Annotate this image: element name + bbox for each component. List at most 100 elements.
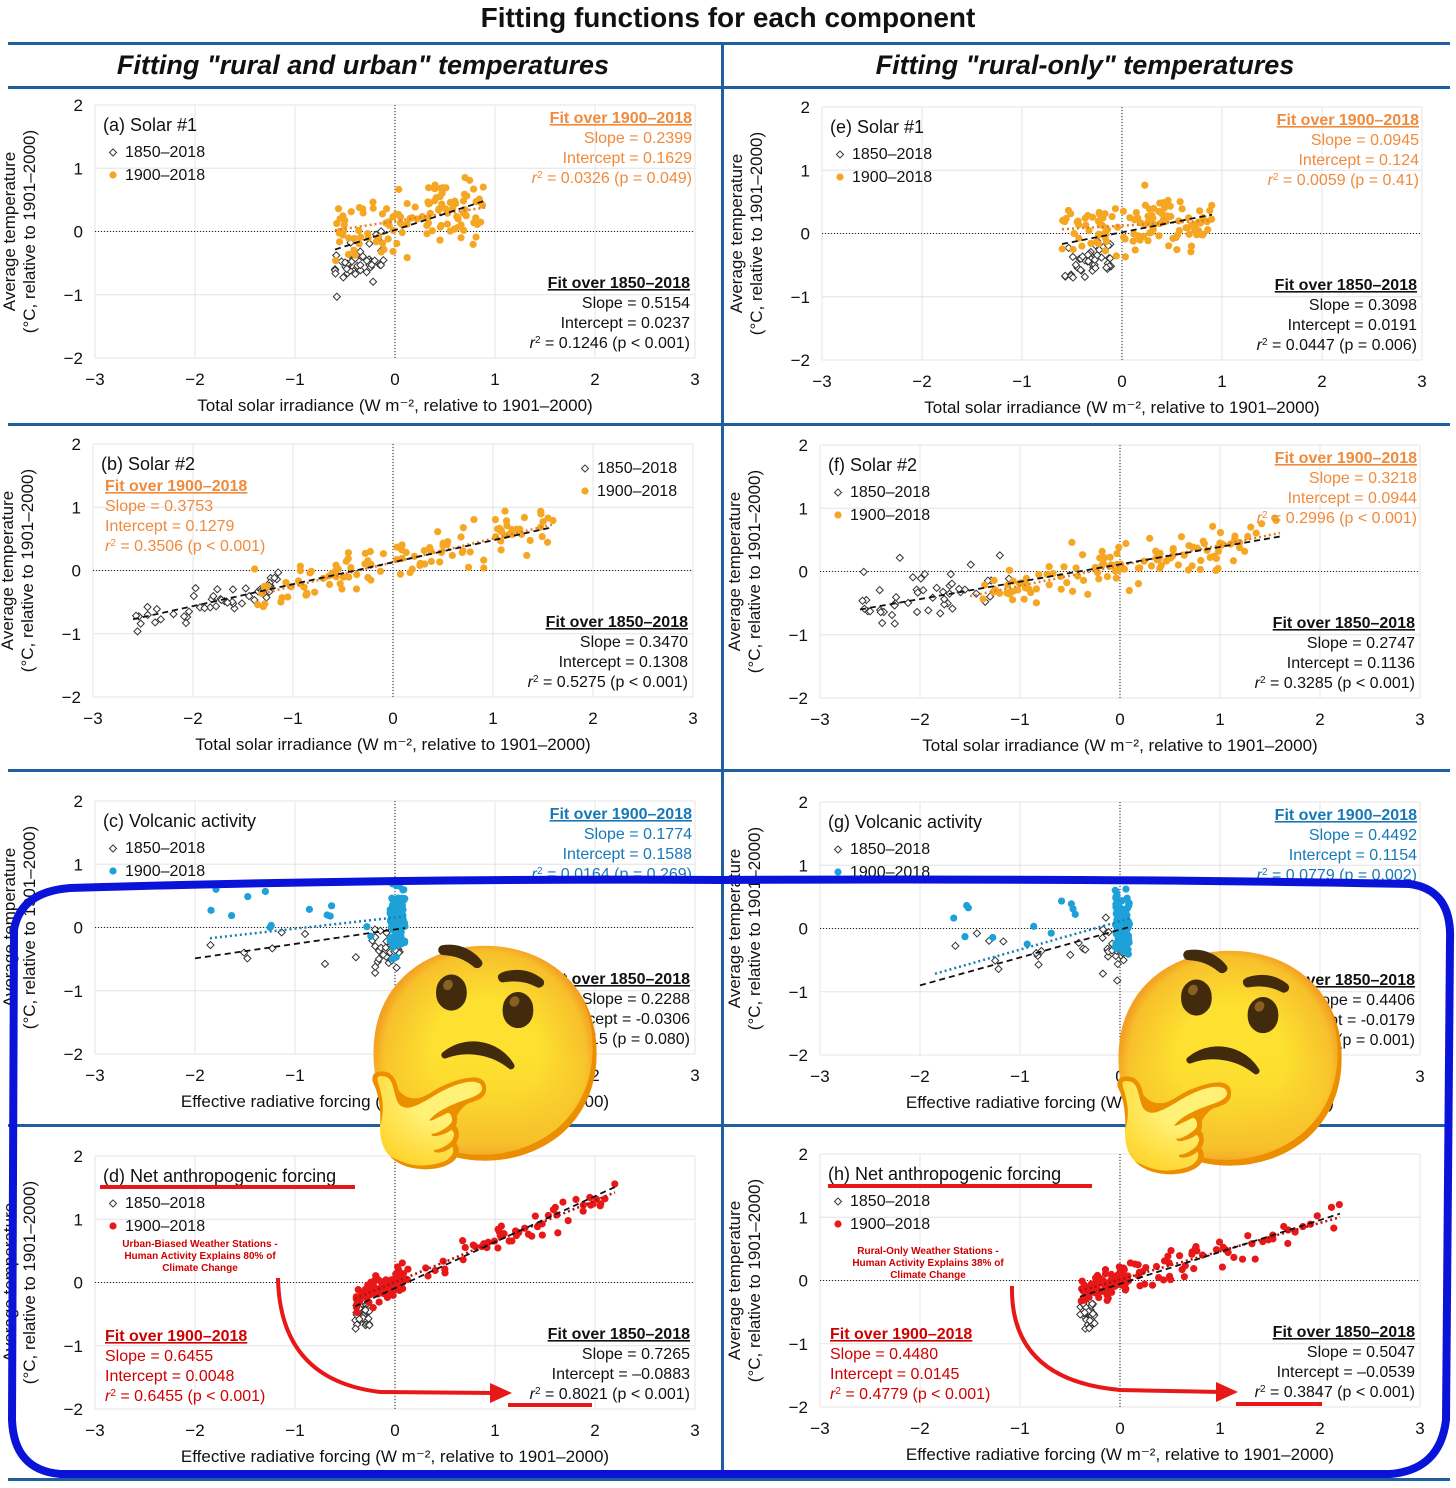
y-axis-label: Average temperature [0, 152, 19, 311]
point-1900 [1078, 242, 1086, 250]
point-1900 [344, 549, 352, 557]
point-1900 [1192, 1242, 1200, 1251]
point-1850 [136, 619, 145, 628]
point-1900 [1087, 239, 1095, 247]
point-1900 [434, 528, 442, 536]
x-tick-label: 1 [1215, 1419, 1224, 1438]
point-1850 [367, 260, 376, 270]
legend-marker-1900 [836, 173, 844, 181]
annotation-urban: Urban-Biased Weather Stations - Human Ac… [90, 1239, 310, 1275]
y-tick-label: 0 [799, 563, 808, 582]
point-1900 [1193, 231, 1201, 239]
fit-1900-line: Slope = 0.0945 [1311, 132, 1419, 149]
point-1900 [396, 570, 405, 578]
fit-1900-line: Slope = 0.3753 [105, 498, 213, 515]
point-1900 [398, 228, 406, 237]
point-1900 [1187, 248, 1195, 256]
point-1900 [437, 221, 445, 230]
point-1900 [526, 536, 534, 545]
x-tick-label: 0 [1115, 1419, 1124, 1438]
x-tick-label: −3 [85, 370, 104, 389]
point-1900 [1175, 226, 1183, 235]
point-1850 [365, 239, 374, 248]
point-1900 [1155, 232, 1163, 240]
point-1900 [344, 250, 352, 259]
point-1900 [1238, 1255, 1247, 1263]
fit-1850-line: Slope = 0.5154 [582, 295, 690, 312]
fit-1900-header: Fit over 1900–2018 [550, 806, 692, 823]
legend-marker-1900 [581, 487, 589, 495]
point-1850 [362, 267, 371, 277]
point-1900 [251, 565, 259, 573]
y-axis-label: Average temperature [725, 492, 744, 651]
y-tick-label: −2 [791, 351, 810, 370]
point-1900 [472, 214, 480, 222]
x-tick-label: 1 [490, 370, 499, 389]
point-1850 [152, 604, 162, 614]
point-1900 [466, 548, 474, 556]
point-1900 [1111, 205, 1120, 213]
point-1900 [1159, 216, 1167, 224]
point-1900 [1115, 1271, 1123, 1279]
point-1900 [539, 518, 547, 526]
y-tick-label: 1 [801, 161, 810, 180]
y-tick-label: 2 [799, 436, 808, 455]
x-tick-label: 2 [588, 709, 597, 728]
point-1900 [411, 203, 419, 211]
point-1900 [469, 240, 477, 248]
point-1850 [169, 609, 178, 619]
point-1900 [544, 514, 552, 522]
fit-line-1900 [1061, 219, 1213, 231]
point-1900 [379, 239, 387, 247]
point-1900 [480, 556, 488, 564]
annotation-line: Urban-Biased Weather Stations - [122, 1239, 278, 1250]
y-tick-label: 1 [74, 855, 83, 874]
fit-1850-line: r2 = 0.1246 (p < 0.001) [530, 335, 690, 353]
point-1900 [442, 184, 450, 192]
point-1850 [205, 603, 215, 612]
legend-label-1850: 1850–2018 [125, 840, 205, 857]
x-tick-label: −2 [183, 709, 202, 728]
point-1900 [427, 557, 435, 566]
point-1900 [351, 251, 359, 259]
x-tick-label: 3 [1417, 372, 1426, 391]
point-1900 [1218, 1263, 1226, 1271]
point-1900 [1208, 201, 1216, 209]
point-1900 [470, 185, 478, 193]
fit-1850-line: Intercept = 0.0237 [561, 315, 691, 332]
x-tick-label: 1 [1217, 372, 1226, 391]
point-1900 [1101, 247, 1109, 255]
point-1900 [334, 205, 343, 213]
point-1900 [372, 238, 380, 246]
point-1900 [1144, 237, 1152, 245]
fit-1850-line: r2 = 0.0447 (p = 0.006) [1257, 337, 1417, 355]
fit-1850-header: Fit over 1850–2018 [1273, 1324, 1415, 1341]
legend-label-1850: 1850–2018 [125, 144, 205, 161]
point-1900 [443, 220, 452, 228]
y-tick-label: 0 [74, 223, 83, 242]
legend-label-1900: 1900–2018 [852, 169, 932, 186]
fit-1900-line: Intercept = 0.1279 [105, 518, 235, 535]
x-tick-label: 0 [390, 370, 399, 389]
fit-1850-line: Slope = 0.5047 [1307, 1344, 1415, 1361]
y-tick-label: −1 [789, 626, 808, 645]
point-1850 [358, 252, 368, 261]
point-1900 [376, 567, 385, 575]
legend-label-1900: 1900–2018 [125, 167, 205, 184]
point-1900 [355, 226, 363, 235]
point-1900 [537, 510, 545, 518]
divider-top [8, 42, 1450, 45]
y-axis-label: Average temperature [725, 1201, 744, 1360]
y-tick-label: 2 [799, 1145, 808, 1164]
fit-1900-line: r2 = 0.0059 (p = 0.41) [1268, 172, 1419, 190]
point-1900 [459, 524, 467, 532]
point-1900 [406, 568, 414, 577]
point-1900 [520, 513, 529, 522]
x-tick-label: 2 [590, 370, 599, 389]
point-1900 [1187, 221, 1195, 229]
point-1850 [339, 273, 348, 282]
point-1900 [1172, 233, 1180, 241]
x-tick-label: −1 [285, 370, 304, 389]
point-1900 [384, 235, 392, 243]
